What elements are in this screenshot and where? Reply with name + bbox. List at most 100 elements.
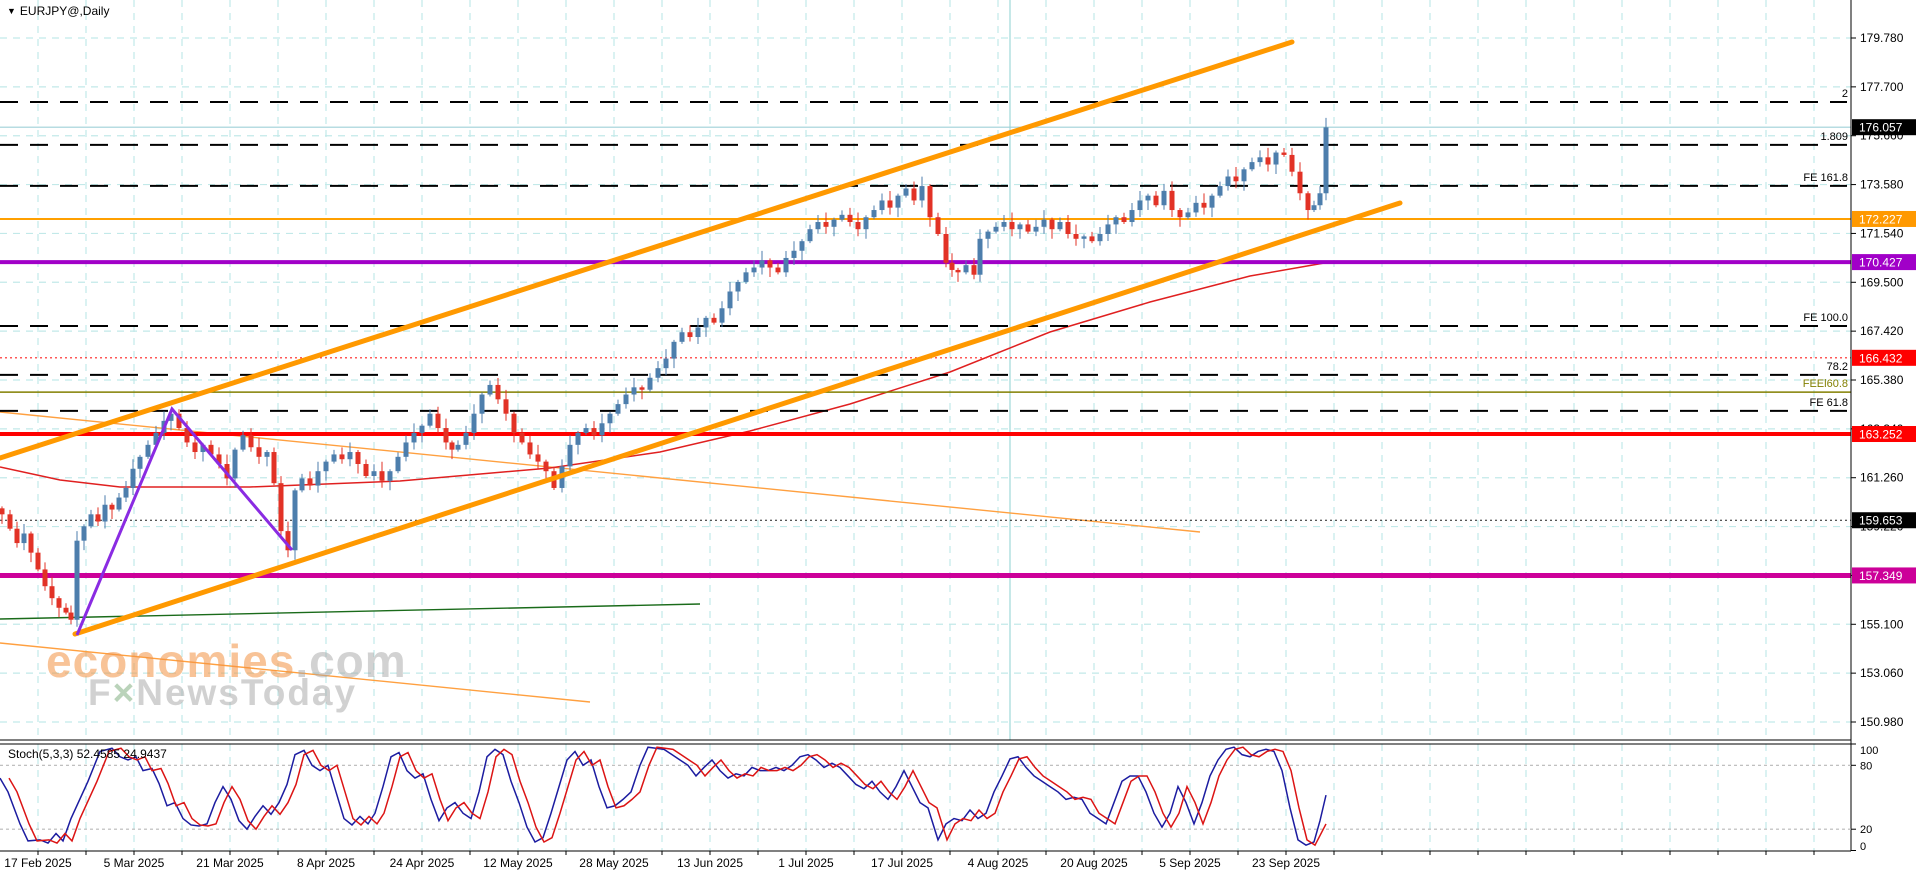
candle-body	[102, 504, 108, 522]
candle-body	[299, 478, 305, 491]
fib-label: 78.2	[1827, 361, 1848, 373]
badge-text: 166.432	[1859, 351, 1903, 365]
candle-body	[963, 265, 969, 273]
thin-orange-resistance-2[interactable]	[0, 642, 591, 703]
candle-body	[471, 413, 477, 433]
candle-body	[1041, 219, 1047, 227]
candle-body	[130, 468, 136, 488]
candle-body	[679, 332, 685, 342]
candle-body	[767, 260, 773, 268]
candle-body	[379, 471, 385, 481]
candle-body	[815, 222, 821, 230]
red-moving-average	[0, 261, 1331, 488]
candle-body	[449, 442, 455, 450]
time-axis-label: 13 Jun 2025	[677, 856, 743, 870]
candle-body	[419, 425, 425, 433]
candle-body	[363, 464, 369, 476]
candle-body	[823, 222, 829, 227]
candle-body	[1257, 157, 1263, 163]
candle-body	[903, 188, 909, 196]
price-axis-label: 179.780	[1860, 31, 1904, 45]
candle-body	[783, 257, 789, 273]
candle-body	[123, 487, 129, 498]
price-axis-label: 171.540	[1860, 226, 1904, 240]
fib-label: FE 61.8	[1809, 397, 1848, 409]
symbol-text: EURJPY@,Daily	[19, 4, 110, 18]
candle-body	[1265, 157, 1271, 165]
stoch-signal-line	[8, 746, 1327, 847]
candle-body	[775, 267, 781, 273]
candle-body	[307, 478, 313, 486]
price-axis-label: 150.980	[1860, 715, 1904, 729]
candle-body	[145, 444, 151, 457]
candle-body	[153, 432, 159, 445]
candle-body	[1009, 222, 1015, 230]
green-average-line[interactable]	[0, 603, 701, 620]
candle-body	[1289, 154, 1295, 172]
candle-body	[607, 413, 613, 424]
badge-text: 159.653	[1859, 514, 1903, 528]
candle-body	[847, 214, 853, 223]
candle-body	[887, 200, 893, 208]
candle-body	[1311, 205, 1317, 211]
candle-body	[168, 413, 174, 421]
candle-body	[949, 262, 955, 270]
candle-body	[831, 219, 837, 227]
candle-body	[1241, 169, 1247, 182]
black-dotted-level-badge	[1852, 512, 1916, 529]
candle-body	[863, 217, 869, 230]
thin-orange-resistance-1[interactable]	[0, 411, 1201, 533]
candle-body	[503, 399, 509, 414]
candle-body	[879, 200, 885, 211]
price-axis-label: 173.580	[1860, 178, 1904, 192]
candle-body	[935, 217, 941, 234]
candle-body	[331, 454, 337, 462]
candle-body	[955, 269, 961, 273]
candle-body	[1169, 190, 1175, 211]
candle-body	[63, 607, 69, 613]
candle-body	[911, 188, 917, 201]
candle-body	[871, 210, 877, 218]
candle-body	[1273, 152, 1279, 165]
badge-text: 157.349	[1859, 569, 1903, 583]
price-axis-label: 177.700	[1860, 80, 1904, 94]
candle-body	[1193, 202, 1199, 213]
badge-text: 172.227	[1859, 212, 1903, 226]
candle-body	[176, 413, 182, 429]
candle-body	[1137, 200, 1143, 211]
stochastic-indicator-label[interactable]: Stoch(5,3,3) 52.4585 24.9437	[8, 747, 167, 761]
candle-body	[463, 432, 469, 445]
candle-body	[232, 449, 238, 479]
time-axis-label: 12 May 2025	[483, 856, 553, 870]
fib-label: FE 100.0	[1803, 312, 1848, 324]
candle-body	[1145, 195, 1151, 201]
time-axis-label: 21 Mar 2025	[196, 856, 264, 870]
time-axis-label: 5 Mar 2025	[104, 856, 165, 870]
candle-body	[339, 454, 345, 460]
candle-body	[42, 569, 48, 587]
candle-body	[615, 404, 621, 414]
candle-body	[1317, 193, 1323, 206]
purple-zigzag[interactable]	[75, 406, 294, 636]
time-axis-label: 20 Aug 2025	[1060, 856, 1128, 870]
time-axis-label: 23 Sep 2025	[1252, 856, 1320, 870]
candle-body	[1113, 217, 1119, 225]
time-axis-label: 24 Apr 2025	[390, 856, 455, 870]
candle-body	[1033, 226, 1039, 232]
candle-body	[1073, 233, 1079, 239]
symbol-timeframe-label[interactable]: ▼ EURJPY@,Daily	[7, 4, 109, 18]
candle-body	[347, 452, 353, 460]
candle-body	[7, 514, 13, 529]
candle-body	[695, 327, 701, 338]
candle-body	[1249, 162, 1255, 170]
candle-body	[1209, 195, 1215, 208]
lower-channel-line[interactable]	[72, 200, 1403, 637]
stoch-axis-label: 20	[1860, 824, 1872, 836]
price-axis-label: 161.260	[1860, 471, 1904, 485]
price-axis-label: 167.420	[1860, 324, 1904, 338]
candle-body	[985, 231, 991, 239]
candle-body	[895, 195, 901, 208]
collapse-triangle-icon[interactable]: ▼	[7, 6, 16, 16]
upper-channel-line[interactable]	[0, 39, 1295, 461]
